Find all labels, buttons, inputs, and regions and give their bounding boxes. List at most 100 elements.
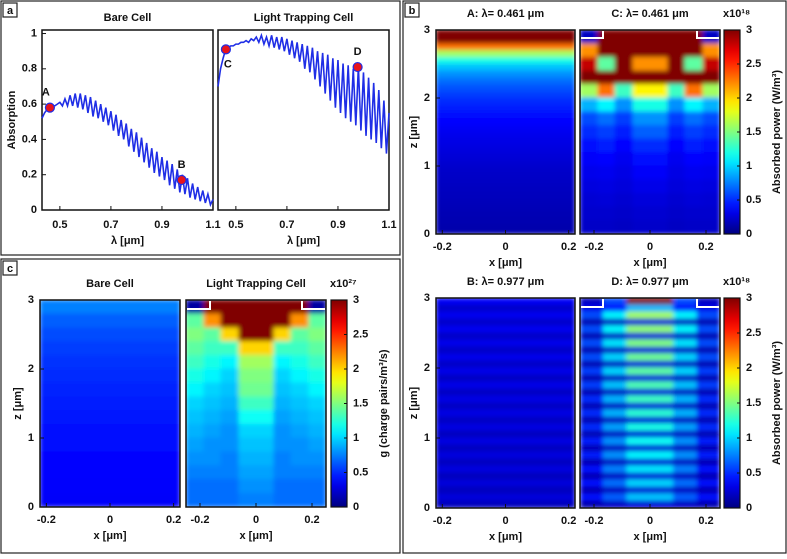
heatmap-cell [255, 327, 274, 342]
heatmap-cell [435, 152, 576, 160]
heatmap-cell [290, 313, 309, 328]
heatmap-cell [273, 327, 292, 342]
x-tick-label: -0.2 [191, 514, 210, 526]
heatmap-cell [185, 299, 204, 315]
heatmap-cell [614, 138, 633, 153]
heatmap-cell [255, 410, 274, 425]
heatmap-cell [597, 179, 616, 194]
heatmap-cell [603, 493, 627, 502]
x-tick-label: 0.2 [698, 241, 713, 253]
heatmap-cell [696, 500, 721, 509]
heatmap-cell [238, 354, 257, 370]
y-tick-label: 1 [31, 27, 37, 39]
heatmap-cell [435, 332, 576, 341]
heatmap-cell [579, 374, 604, 383]
heatmap-cell [626, 430, 651, 439]
x-tick-label: 1.1 [381, 219, 396, 231]
heatmap-cell [667, 124, 686, 140]
heatmap-cell [290, 423, 309, 439]
heatmap-cell [603, 472, 627, 481]
heatmap-cell [673, 423, 697, 432]
heatmap-cell [579, 111, 598, 126]
heatmap-cell [696, 465, 721, 474]
heatmap-cell [649, 360, 674, 369]
heatmap-cell [203, 327, 222, 342]
heatmap-cell [696, 423, 721, 432]
heatmap-cell [649, 84, 668, 99]
heatmap-cell [649, 138, 668, 153]
heatmap-cell [667, 29, 686, 44]
heatmap-cell [702, 152, 721, 167]
heatmap-cell [673, 339, 697, 348]
heatmap-cell [603, 416, 627, 425]
heatmap-cell [238, 299, 257, 315]
heatmap-cell [649, 339, 674, 348]
colorbar-tick-label: 2.5 [746, 327, 761, 339]
heatmap-cell [626, 444, 651, 453]
heatmap-cell [684, 43, 703, 58]
heatmap-cell [626, 332, 651, 341]
x-axis-label: x [μm] [489, 531, 522, 543]
heatmap-cell [579, 451, 604, 460]
heatmap-cell [684, 152, 703, 167]
heatmap-cell [649, 152, 668, 167]
heatmap-cell [649, 381, 674, 390]
marker [44, 102, 56, 113]
plots: Bare Cell λ [μm] Absorption 0.5 0.7 0.9 1.1 0 0.… [6, 8, 783, 543]
chart-title: B: λ= 0.977 μm [467, 276, 545, 288]
heatmap-cell [696, 451, 721, 460]
heatmap-cell [435, 430, 576, 439]
y-tick-label: 2 [424, 362, 430, 374]
heatmap-cell [597, 29, 616, 44]
x-tick-label: 0.2 [166, 514, 181, 526]
heatmap-cell [649, 395, 674, 404]
heatmap-cell [238, 465, 257, 480]
heatmap-cell [667, 97, 686, 112]
heatmap-cell [290, 354, 309, 370]
heatmap-cell [255, 341, 274, 356]
heatmap-cell [579, 138, 598, 153]
heatmap-cell [626, 353, 651, 362]
heatmap-cell [603, 395, 627, 404]
heatmap-cell [579, 311, 604, 320]
heatmap-cell [603, 409, 627, 418]
heatmap-cell [626, 472, 651, 481]
heatmap-cell [673, 311, 697, 320]
chart-title: Bare Cell [104, 12, 152, 24]
heatmap-cell [579, 84, 598, 99]
heatmap-cell [238, 479, 257, 494]
heatmap-cell [39, 437, 181, 453]
heatmap-cell [290, 451, 309, 466]
heatmap-cell [626, 451, 651, 460]
heatmap-cell [39, 492, 181, 508]
heatmap-cell [603, 339, 627, 348]
heatmap-cell [649, 458, 674, 467]
colorbar-tick-label: 1.5 [746, 397, 761, 409]
marker-label: A [42, 87, 50, 99]
heatmap-cell [290, 396, 309, 411]
colorbar-multiplier: x10¹⁸ [723, 276, 750, 288]
heatmap-cell [667, 43, 686, 58]
heatmap-cell [435, 165, 576, 174]
colorbar-tick-label: 0 [746, 228, 752, 240]
heatmap-cell [435, 381, 576, 390]
heatmap-cell [290, 479, 309, 494]
heatmap-cell [696, 458, 721, 467]
heatmap-cell [39, 479, 181, 494]
colorbar-tick-label: 0.5 [353, 466, 368, 478]
heatmap-cell [667, 138, 686, 153]
heatmap-cell [684, 124, 703, 140]
heatmap-cell [435, 304, 576, 313]
heatmap-cell [435, 444, 576, 453]
heatmap-cell [579, 29, 598, 44]
heatmap-cell [673, 402, 697, 411]
y-tick-label: 1 [28, 432, 34, 444]
y-tick-label: 0.4 [22, 133, 38, 145]
heatmap-cell [273, 341, 292, 356]
heatmap-cell [39, 299, 181, 315]
heatmap-cell [435, 402, 576, 411]
colorbar-tick-label: 2.5 [353, 328, 368, 340]
heatmap-cell [603, 451, 627, 460]
heatmap-cell [626, 381, 651, 390]
heatmap-cell [435, 374, 576, 383]
